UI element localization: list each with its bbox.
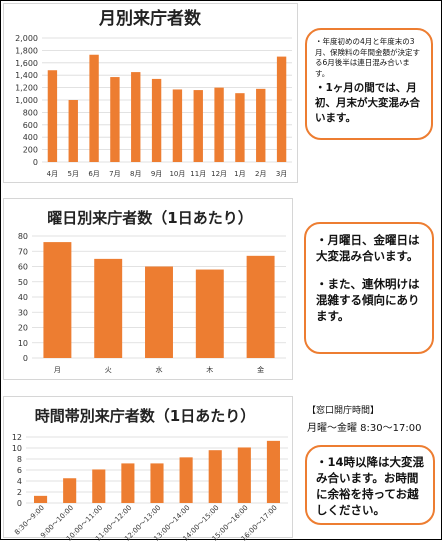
monthly-x-tick-label: 6月 bbox=[88, 170, 99, 178]
weekday-note: ・月曜日、金曜日は大変混み合います。 ・また、連休明けは混雑する傾向にあります。 bbox=[304, 222, 434, 354]
monthly-y-tick-label: 800 bbox=[23, 108, 38, 117]
monthly-x-tick-label: 12月 bbox=[211, 170, 227, 178]
monthly-bar bbox=[172, 89, 183, 162]
weekday-bar bbox=[94, 258, 123, 358]
hourly-bar bbox=[266, 440, 280, 503]
hourly-bar bbox=[208, 450, 222, 503]
weekday-x-tick-label: 金 bbox=[257, 365, 264, 374]
monthly-x-tick-label: 3月 bbox=[276, 170, 287, 178]
weekday-y-tick-label: 70 bbox=[18, 247, 28, 256]
hourly-y-tick-label: 10 bbox=[12, 444, 22, 453]
weekday-note-1: ・月曜日、金曜日は大変混み合います。 bbox=[316, 233, 420, 263]
weekday-y-tick-label: 80 bbox=[18, 232, 28, 241]
monthly-x-tick-label: 2月 bbox=[255, 170, 266, 178]
monthly-bar bbox=[89, 54, 99, 162]
hourly-y-tick-label: 4 bbox=[17, 477, 22, 486]
hourly-bar bbox=[121, 463, 135, 503]
monthly-note: ・年度初めの4月と年度末の3月、保険料の年間金額が決定する6月後半は連日混み合い… bbox=[305, 28, 433, 140]
monthly-y-tick-label: 1,200 bbox=[15, 84, 38, 93]
hourly-bar bbox=[150, 463, 164, 503]
weekday-y-tick-label: 50 bbox=[18, 278, 28, 287]
weekday-y-tick-label: 20 bbox=[18, 324, 28, 333]
monthly-x-tick-label: 8月 bbox=[130, 170, 141, 178]
monthly-y-tick-label: 0 bbox=[33, 158, 38, 167]
weekday-y-tick-label: 10 bbox=[18, 339, 28, 348]
monthly-x-tick-label: 7月 bbox=[109, 170, 120, 178]
weekday-x-tick-label: 木 bbox=[206, 365, 213, 374]
hourly-y-tick-label: 12 bbox=[12, 433, 22, 442]
monthly-x-tick-label: 11月 bbox=[190, 170, 206, 178]
monthly-y-tick-label: 1,800 bbox=[15, 46, 38, 55]
hourly-y-tick-label: 8 bbox=[17, 455, 22, 464]
monthly-x-tick-label: 9月 bbox=[151, 170, 162, 178]
weekday-note-2: ・また、連休明けは混雑する傾向にあります。 bbox=[316, 277, 420, 323]
hourly-bar bbox=[237, 447, 251, 503]
weekday-bar bbox=[246, 255, 275, 358]
monthly-bar bbox=[68, 100, 78, 162]
monthly-bar bbox=[276, 56, 287, 162]
hourly-bar bbox=[179, 457, 193, 503]
monthly-bar bbox=[151, 78, 162, 162]
office-hours: 【窓口開庁時間】 月曜～金曜 8:30～17:00 bbox=[307, 404, 439, 436]
monthly-x-tick-label: 5月 bbox=[68, 170, 79, 178]
weekday-y-tick-label: 40 bbox=[18, 293, 28, 302]
weekday-chart-title: 曜日別来庁者数（1日あたり） bbox=[47, 209, 252, 227]
weekday-x-tick-label: 月 bbox=[54, 366, 61, 374]
weekday-bar bbox=[195, 269, 224, 358]
weekday-bar bbox=[145, 266, 173, 358]
monthly-y-tick-label: 2,000 bbox=[15, 34, 38, 43]
monthly-y-tick-label: 600 bbox=[23, 121, 38, 130]
weekday-x-tick-label: 水 bbox=[156, 365, 163, 374]
monthly-x-tick-label: 1月 bbox=[234, 170, 245, 178]
hourly-bar bbox=[34, 495, 48, 503]
weekday-y-tick-label: 60 bbox=[18, 263, 28, 272]
weekday-x-tick-label: 火 bbox=[105, 366, 112, 374]
monthly-note-big: ・1ヶ月の間では、月初、月末が大変混み合います。 bbox=[315, 82, 420, 124]
monthly-y-tick-label: 200 bbox=[23, 146, 38, 155]
monthly-bar bbox=[131, 72, 141, 162]
monthly-y-tick-label: 1,600 bbox=[15, 59, 38, 68]
weekday-bar bbox=[43, 242, 72, 358]
hourly-note-text: ・14時以降は大変混み合います。お時間に余裕を持ってお越しください。 bbox=[316, 455, 425, 517]
monthly-x-tick-label: 4月 bbox=[47, 170, 58, 178]
hourly-chart-title: 時間帯別来庁者数（1日あたり） bbox=[35, 407, 255, 425]
monthly-bar bbox=[214, 87, 224, 162]
monthly-bar bbox=[110, 77, 120, 162]
monthly-bar bbox=[235, 93, 245, 162]
hourly-y-tick-label: 6 bbox=[17, 466, 22, 475]
monthly-y-tick-label: 1,400 bbox=[15, 71, 38, 80]
monthly-chart-title: 月別来庁者数 bbox=[98, 8, 202, 29]
hourly-note: ・14時以降は大変混み合います。お時間に余裕を持ってお越しください。 bbox=[305, 445, 435, 525]
monthly-note-small: ・年度初めの4月と年度末の3月、保険料の年間金額が決定する6月後半は連日混み合い… bbox=[315, 37, 420, 78]
weekday-y-tick-label: 0 bbox=[23, 354, 28, 363]
hourly-bar bbox=[63, 478, 77, 503]
monthly-bar bbox=[193, 90, 203, 162]
monthly-y-tick-label: 1,000 bbox=[15, 96, 38, 105]
office-hours-value: 月曜～金曜 8:30～17:00 bbox=[307, 423, 422, 434]
monthly-bar bbox=[47, 70, 58, 162]
office-hours-label: 【窓口開庁時間】 bbox=[307, 406, 380, 416]
hourly-y-tick-label: 2 bbox=[17, 488, 22, 497]
hourly-y-tick-label: 0 bbox=[17, 499, 22, 508]
monthly-x-tick-label: 10月 bbox=[169, 170, 185, 178]
weekday-y-tick-label: 30 bbox=[18, 308, 28, 317]
hourly-bar bbox=[92, 469, 106, 503]
monthly-bar bbox=[256, 88, 266, 162]
monthly-y-tick-label: 400 bbox=[23, 133, 38, 142]
